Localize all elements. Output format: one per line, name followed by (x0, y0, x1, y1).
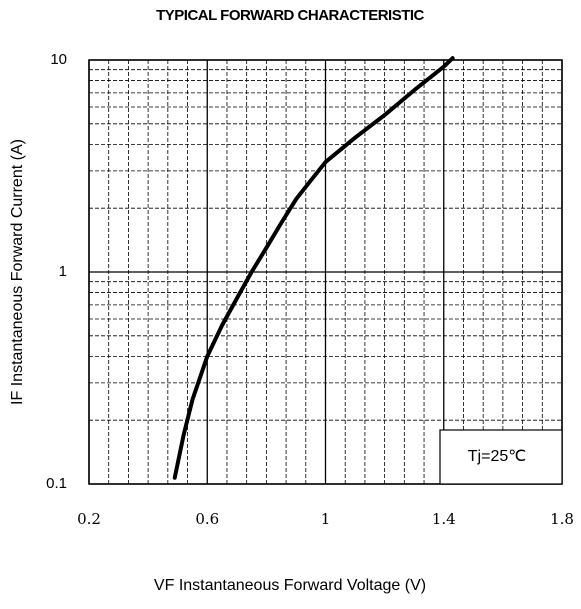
x-tick-label: 0.6 (195, 510, 219, 528)
x-tick-label: 1.4 (432, 510, 456, 528)
x-axis-label: VF Instantaneous Forward Voltage (V) (154, 577, 426, 594)
data-line (172, 56, 455, 480)
x-tick-label: 0.2 (77, 510, 101, 528)
x-tick-label: 1.8 (550, 510, 574, 528)
y-tick-label: 10 (50, 51, 67, 68)
y-tick-label: 1 (59, 263, 67, 280)
y-axis-label: IF Instantaneous Forward Current (A) (9, 139, 26, 405)
annotation-box (439, 429, 563, 485)
plot-frame (88, 59, 563, 485)
annotation: Tj=25℃ (468, 448, 526, 465)
chart-title: TYPICAL FORWARD CHARACTERISTIC (156, 7, 424, 24)
y-tick-label: 0.1 (46, 475, 67, 492)
x-tick-label: 1 (321, 510, 331, 528)
